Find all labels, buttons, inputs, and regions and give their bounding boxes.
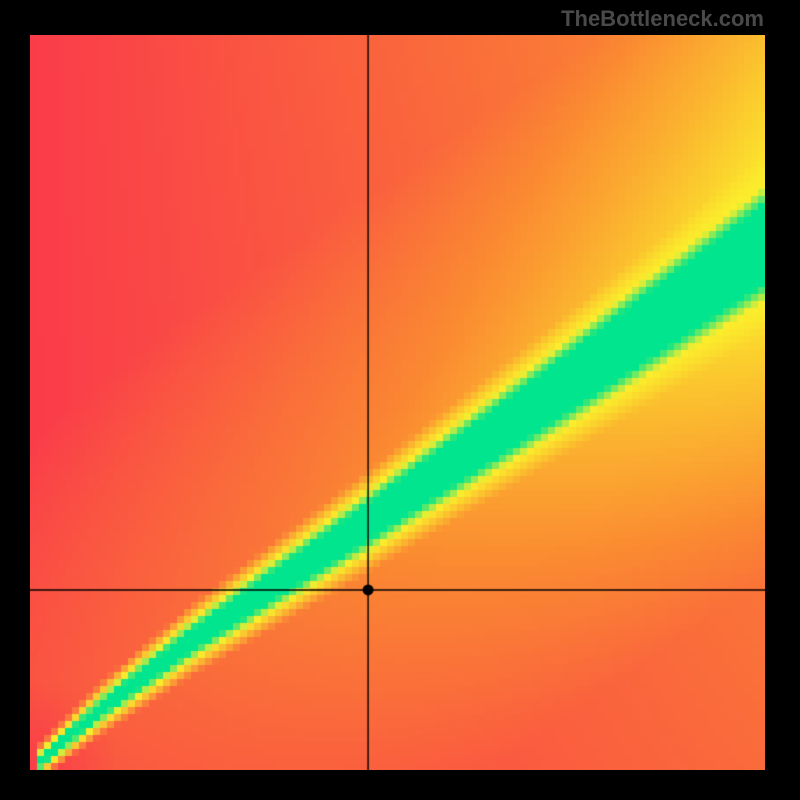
watermark-text: TheBottleneck.com	[561, 6, 764, 32]
bottleneck-heatmap	[30, 35, 765, 770]
